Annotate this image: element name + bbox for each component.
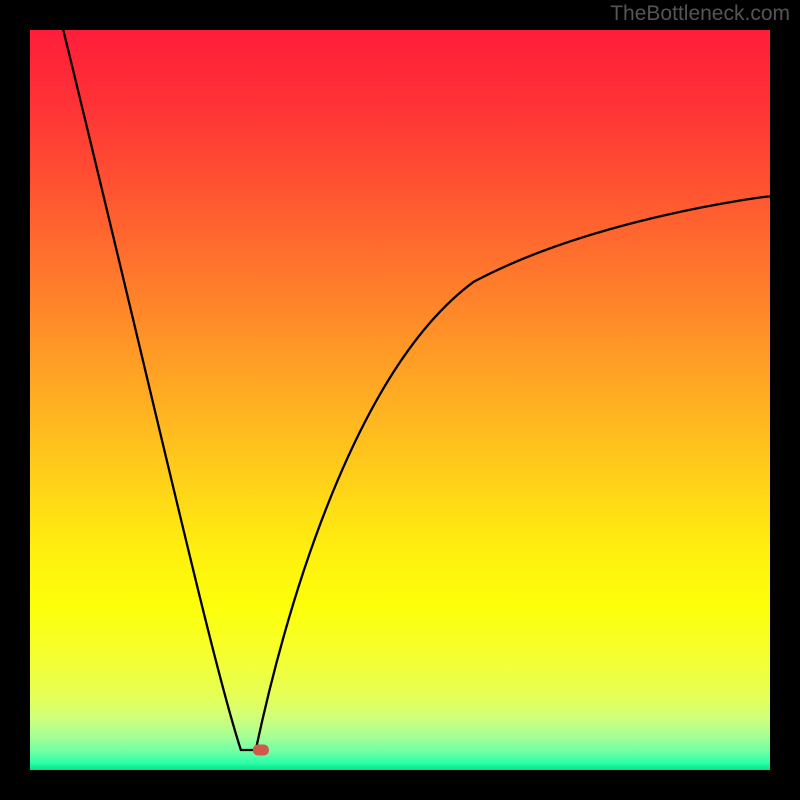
minimum-marker — [253, 745, 269, 756]
watermark-text: TheBottleneck.com — [610, 2, 790, 26]
plot-background-gradient — [30, 30, 770, 770]
chart-container: TheBottleneck.com — [0, 0, 800, 800]
bottleneck-chart — [0, 0, 800, 800]
